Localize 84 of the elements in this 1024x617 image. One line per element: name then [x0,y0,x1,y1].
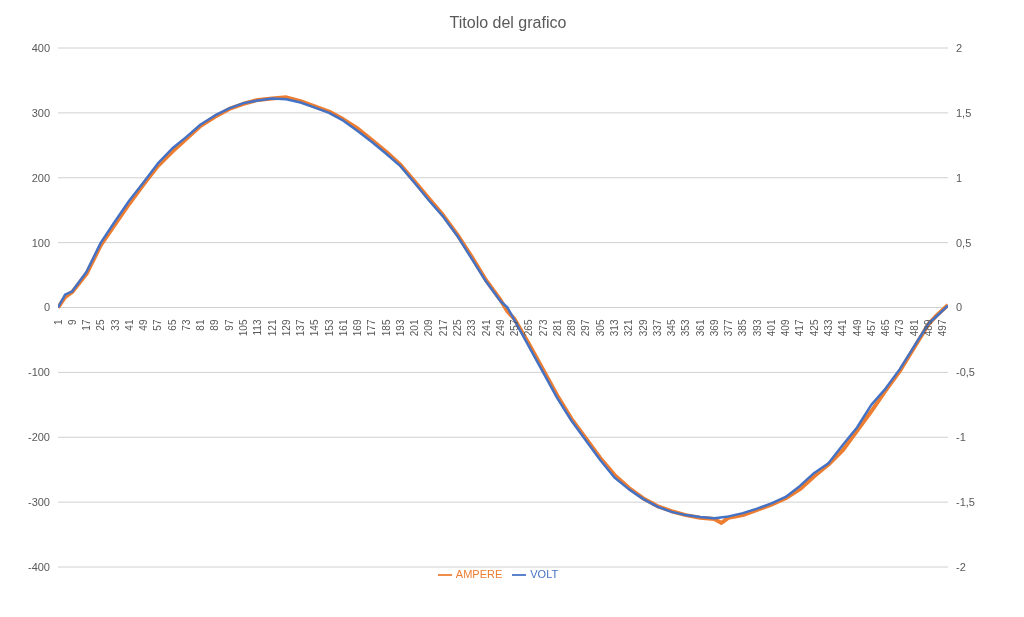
y2-tick-label: 1,5 [956,106,972,119]
x-tick-label: 17 [81,319,93,331]
x-tick-label: 353 [680,319,692,337]
x-tick-label: 497 [937,319,949,337]
x-tick-label: 433 [823,319,834,337]
x-tick-label: 489 [922,319,934,337]
y2-tick-label: 1 [956,171,963,184]
x-tick-label: 105 [237,319,249,337]
y-tick-label: 100 [31,236,50,249]
x-tick-label: 345 [666,319,678,337]
x-tick-label: 65 [166,319,178,331]
x-tick-label: 401 [765,319,777,337]
x-tick-label: 129 [280,319,292,337]
x-tick-label: 233 [466,319,478,337]
x-tick-label: 113 [252,319,264,336]
x-tick-label: 289 [566,319,578,337]
x-tick-label: 177 [366,319,378,337]
y2-tick-label: -1,5 [956,496,975,509]
x-tick-label: 313 [608,319,620,337]
x-tick-label: 161 [337,319,349,337]
x-tick-label: 465 [880,319,892,337]
x-tick-label: 473 [894,319,906,337]
y2-tick-label: 0,5 [956,236,972,249]
x-tick-label: 361 [694,319,706,337]
x-tick-label: 305 [594,319,606,337]
x-tick-label: 201 [409,319,421,337]
x-tick-label: 249 [494,319,506,337]
x-tick-label: 153 [323,319,335,337]
x-tick-label: 193 [394,319,406,337]
y2-tick-label: -2 [956,560,966,573]
legend-label: VOLT [530,568,559,580]
x-tick-label: 257 [509,319,521,337]
x-tick-label: 225 [452,319,464,337]
x-tick-label: 145 [309,319,321,337]
x-tick-label: 1 [52,319,64,326]
x-tick-label: 57 [152,319,164,331]
x-tick-label: 481 [908,319,920,337]
x-tick-label: 321 [623,319,635,337]
y-tick-label: 300 [31,106,50,119]
x-tick-label: 265 [523,319,535,337]
x-tick-label: 185 [380,319,392,337]
x-tick-label: 209 [423,319,435,337]
x-tick-label: 329 [637,319,649,337]
x-tick-label: 441 [837,319,849,337]
y-tick-label: -200 [27,431,50,444]
y2-tick-label: -0,5 [956,366,975,379]
x-tick-label: 377 [723,319,735,337]
x-tick-label: 273 [537,319,549,337]
x-tick-label: 281 [551,319,563,337]
x-tick-label: 89 [209,319,221,331]
x-tick-label: 137 [295,319,307,337]
x-tick-label: 297 [580,319,592,337]
x-tick-label: 385 [737,319,749,337]
x-tick-label: 457 [865,319,877,337]
x-tick-label: 393 [751,319,763,337]
x-tick-label: 81 [195,319,207,331]
legend-label: AMPERE [455,568,503,580]
x-tick-label: 73 [180,319,192,331]
x-tick-label: 33 [109,319,121,331]
x-tick-label: 337 [651,319,663,337]
y2-tick-label: -1 [956,431,966,444]
x-tick-label: 25 [95,319,107,331]
x-tick-label: 369 [708,319,720,337]
y-tick-label: -300 [27,496,50,509]
x-tick-label: 417 [794,319,806,337]
y-tick-label: 0 [43,301,50,314]
y-tick-label: -400 [27,560,50,573]
x-tick-label: 121 [266,319,278,337]
y2-tick-label: 0 [956,301,963,314]
x-tick-label: 41 [123,319,135,331]
x-tick-label: 449 [851,319,863,337]
y2-tick-label: 2 [956,41,963,54]
x-tick-label: 241 [480,319,492,337]
x-tick-label: 409 [780,319,792,337]
y-tick-label: -100 [27,366,50,379]
y-tick-label: 200 [31,171,50,184]
x-tick-label: 217 [437,319,449,337]
x-tick-label: 169 [352,319,364,337]
chart-title: Titolo del grafico [448,14,568,32]
x-tick-label: 97 [223,319,235,331]
x-tick-label: 9 [66,319,78,326]
x-tick-label: 49 [138,319,150,331]
y-tick-label: 400 [31,41,50,54]
x-tick-label: 425 [808,319,820,337]
